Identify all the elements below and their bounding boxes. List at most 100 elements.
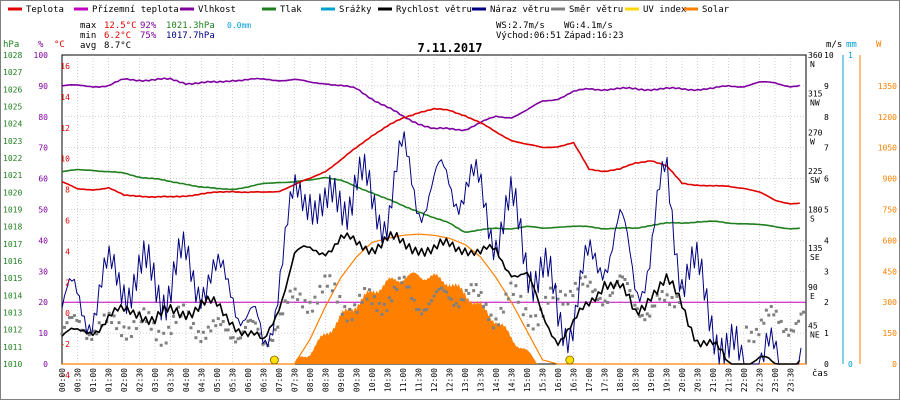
x-tick-label: 11:00 (399, 368, 408, 392)
wind-direction-point (628, 289, 632, 293)
wind-tick: 0 (824, 360, 829, 369)
x-axis-label: čas (812, 368, 828, 379)
x-tick-label: 04:30 (198, 368, 207, 392)
wind-direction-point (60, 332, 64, 336)
wind-direction-point (650, 304, 654, 308)
x-tick-label: 05:30 (229, 368, 238, 392)
wind-direction-point (256, 327, 260, 331)
wind-direction-point (472, 289, 476, 293)
wind-direction-point (402, 275, 406, 279)
rain-tick: 1 (848, 51, 853, 60)
wind-direction-point (420, 312, 424, 316)
wind-direction-point (603, 299, 607, 303)
x-tick-label: 06:30 (260, 368, 269, 392)
wind-direction-point (439, 286, 443, 290)
wind-direction-point (578, 276, 582, 280)
wind-direction-point (496, 323, 500, 327)
wind-direction-point (363, 287, 367, 291)
wind-direction-point (177, 305, 181, 309)
wind-direction-point (392, 285, 396, 289)
wind-direction-point (263, 341, 267, 345)
stats-min-label: min (80, 31, 96, 41)
pressure-tick: 1017 (3, 240, 22, 249)
wind-direction-point (494, 317, 498, 321)
x-tick-label: 13:00 (461, 368, 470, 392)
wind-direction-point (747, 339, 751, 343)
solar-area (62, 272, 806, 364)
pressure-line (61, 168, 800, 233)
wind-direction-point (407, 285, 411, 289)
wind-direction-point (524, 307, 528, 311)
wind-direction-point (157, 329, 161, 333)
legend-label: Směr větru (569, 5, 623, 15)
wind-direction-point (444, 290, 448, 294)
pressure-tick: 1028 (3, 51, 22, 60)
wind-direction-point (417, 308, 421, 312)
wind-direction-point (310, 309, 314, 313)
wind-direction-point (549, 286, 553, 290)
direction-degree: 180 (808, 206, 823, 215)
wind-direction-point (117, 321, 121, 325)
wind-direction-point (353, 303, 357, 307)
sun-marker (269, 355, 279, 365)
x-tick-label: 19:30 (663, 368, 672, 392)
pressure-tick: 1027 (3, 68, 22, 77)
wind-direction-point (536, 323, 540, 327)
wind-direction-point (668, 303, 672, 307)
wind-direction-point (415, 308, 419, 312)
wind-direction-point (774, 309, 778, 313)
wind-direction-point (201, 330, 205, 334)
wind-direction-point (484, 302, 488, 306)
wind-tick: 6 (824, 175, 829, 184)
wind-direction-point (598, 296, 602, 300)
x-tick-label: 15:30 (539, 368, 548, 392)
axis-unit-temp: °C (54, 40, 65, 50)
wind-direction-point (643, 318, 647, 322)
wind-direction-point (291, 295, 295, 299)
wind-direction-point (581, 282, 585, 286)
pressure-tick: 1011 (3, 343, 22, 352)
wind-direction-point (459, 297, 463, 301)
wind-direction-point (92, 329, 96, 333)
wind-direction-point (608, 294, 612, 298)
wind-direction-point (784, 327, 788, 331)
wind-direction-point (350, 318, 354, 322)
wind-direction-point (425, 308, 429, 312)
pressure-tick: 1026 (3, 85, 22, 94)
humidity-tick: 20 (38, 298, 48, 307)
wind-direction-point (645, 312, 649, 316)
wind-direction-point (648, 314, 652, 318)
pressure-tick: 1019 (3, 206, 22, 215)
wind-direction-point (286, 300, 290, 304)
x-tick-label: 06:00 (244, 368, 253, 392)
wind-direction-point (526, 323, 530, 327)
legend-label: Vlhkost (198, 5, 236, 15)
x-tick-label: 21:30 (725, 368, 734, 392)
x-tick-label: 12:30 (446, 368, 455, 392)
x-tick-label: 14:30 (508, 368, 517, 392)
direction-compass: NE (810, 330, 820, 339)
wind-direction-point (204, 336, 208, 340)
wind-direction-point (452, 303, 456, 307)
wind-direction-point (102, 313, 106, 317)
wind-direction-point (474, 283, 478, 287)
wind-direction-point (211, 319, 215, 323)
wind-wg: WG:4.1m/s (564, 21, 613, 31)
wind-direction-point (511, 292, 515, 296)
wind-direction-point (162, 331, 166, 335)
legend-label: Rychlost větru (396, 5, 472, 15)
wind-direction-point (787, 333, 791, 337)
solar-tick: 1200 (878, 113, 897, 122)
stats-avg-label: avg (80, 41, 96, 51)
wind-direction-point (499, 306, 503, 310)
wind-direction-point (618, 274, 622, 278)
wind-direction-point (77, 320, 81, 324)
stats-min-press: 1017.7hPa (166, 31, 215, 41)
pressure-tick: 1024 (3, 120, 22, 129)
legend-label: UV index (643, 5, 687, 15)
wind-direction-point (370, 302, 374, 306)
humidity-tick: 10 (38, 329, 48, 338)
x-tick-label: 11:30 (415, 368, 424, 392)
wind-direction-point (519, 294, 523, 298)
wind-direction-point (789, 328, 793, 332)
